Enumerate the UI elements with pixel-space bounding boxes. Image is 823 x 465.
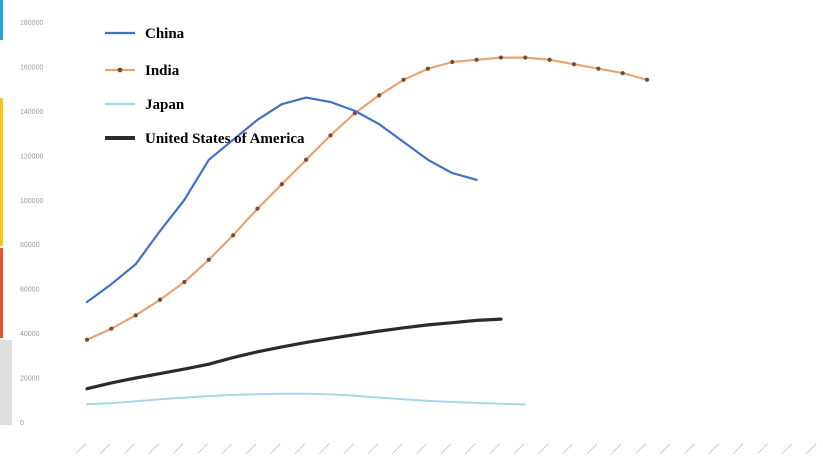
x-tick-label: —— bbox=[220, 442, 235, 457]
y-tick-label: 100000 bbox=[20, 198, 43, 205]
x-tick-label: —— bbox=[560, 442, 575, 457]
y-tick-label: 40000 bbox=[20, 331, 40, 338]
series-point bbox=[182, 279, 187, 285]
x-tick-label: —— bbox=[293, 442, 308, 457]
series-point bbox=[84, 337, 90, 342]
legend-label: Japan bbox=[145, 97, 185, 113]
x-tick-label: —— bbox=[244, 442, 259, 457]
legend-label: India bbox=[145, 63, 180, 79]
y-tick-label: 80000 bbox=[20, 242, 40, 249]
x-tick-label: —— bbox=[268, 442, 283, 457]
x-tick-label: —— bbox=[707, 442, 722, 457]
series-point bbox=[328, 133, 333, 138]
edge-strip-blue bbox=[0, 0, 3, 40]
y-axis-ticks: 0 20000 40000 60000 80000 100000 120000 140000 1… bbox=[20, 20, 43, 427]
series-point bbox=[255, 206, 260, 211]
legend: China India Japan United States of America bbox=[105, 26, 305, 147]
x-tick-label: —— bbox=[366, 442, 381, 457]
series-point bbox=[425, 66, 430, 71]
series-point bbox=[133, 313, 138, 318]
series-point bbox=[523, 55, 528, 60]
x-tick-label: —— bbox=[122, 442, 137, 457]
y-tick-label: 0 bbox=[20, 420, 24, 427]
series-line-0 bbox=[85, 96, 478, 304]
series-point bbox=[279, 182, 284, 187]
series-point bbox=[596, 66, 601, 71]
x-tick-label: —— bbox=[536, 442, 551, 457]
y-tick-label: 20000 bbox=[20, 376, 40, 383]
x-tick-label: —— bbox=[682, 442, 697, 457]
x-tick-label: —— bbox=[609, 442, 624, 457]
x-tick-label: —— bbox=[755, 442, 770, 457]
series-point bbox=[644, 77, 650, 82]
y-tick-label: 140000 bbox=[20, 109, 43, 116]
series-point bbox=[498, 55, 504, 60]
series-point bbox=[109, 326, 114, 331]
series-point bbox=[401, 77, 406, 82]
x-tick-label: —— bbox=[585, 442, 600, 457]
x-tick-label: —— bbox=[512, 442, 527, 457]
edge-strip-red bbox=[0, 248, 3, 338]
series-point bbox=[620, 71, 625, 76]
x-tick-label: —— bbox=[634, 442, 649, 457]
x-tick-label: —— bbox=[341, 442, 356, 457]
x-tick-label: —— bbox=[317, 442, 332, 457]
y-tick-label: 160000 bbox=[20, 64, 43, 71]
series-point bbox=[547, 57, 552, 62]
x-tick-label: —— bbox=[98, 442, 113, 457]
series-point bbox=[377, 93, 382, 98]
x-tick-label: —— bbox=[463, 442, 478, 457]
series-point bbox=[157, 297, 163, 302]
series-line-2 bbox=[86, 392, 527, 406]
x-tick-label: —— bbox=[658, 442, 673, 457]
x-tick-label: —— bbox=[439, 442, 454, 457]
legend-label: United States of America bbox=[145, 131, 305, 147]
legend-marker bbox=[117, 67, 123, 73]
y-tick-label: 120000 bbox=[20, 153, 43, 160]
x-tick-label: —— bbox=[487, 442, 502, 457]
x-tick-label: —— bbox=[195, 442, 210, 457]
series-line-3 bbox=[85, 317, 503, 391]
x-tick-label: —— bbox=[73, 442, 88, 457]
y-tick-label: 60000 bbox=[20, 287, 40, 294]
x-axis-ticks: —— —— —— —— —— —— —— —— —— —— —— —— —— —— —— —— —— —— —— ——… bbox=[73, 442, 818, 457]
x-tick-label: —— bbox=[390, 442, 405, 457]
series-point bbox=[450, 59, 455, 65]
series-point bbox=[206, 257, 211, 262]
x-tick-label: —— bbox=[731, 442, 746, 457]
series-point bbox=[231, 233, 236, 238]
legend-label: China bbox=[145, 26, 185, 42]
series-point bbox=[571, 62, 577, 67]
y-tick-label: 180000 bbox=[20, 20, 43, 27]
series-point bbox=[474, 57, 479, 62]
x-tick-label: —— bbox=[171, 442, 186, 457]
x-tick-label: —— bbox=[804, 442, 819, 457]
series-line-1 bbox=[85, 56, 649, 341]
x-tick-label: —— bbox=[780, 442, 795, 457]
edge-strip-yellow bbox=[0, 98, 3, 246]
x-tick-label: —— bbox=[414, 442, 429, 457]
series-layer bbox=[84, 55, 650, 406]
edge-strip-gray bbox=[0, 340, 12, 425]
x-tick-label: —— bbox=[147, 442, 162, 457]
series-point bbox=[304, 157, 309, 162]
